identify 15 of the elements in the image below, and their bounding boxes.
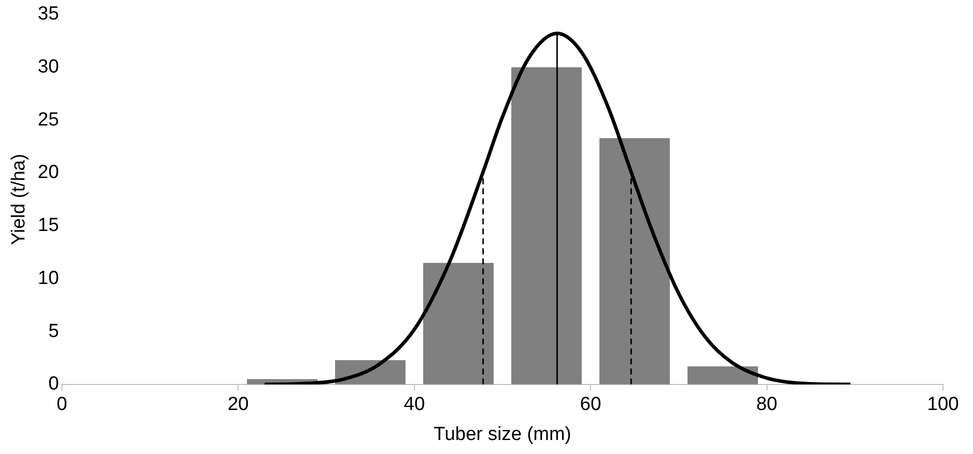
y-tick-label: 10 [38, 268, 59, 289]
x-tick-label: 80 [756, 394, 778, 416]
y-tick-label: 0 [48, 374, 59, 395]
y-tick-label: 20 [38, 162, 59, 184]
y-tick-label: 35 [38, 4, 59, 25]
x-tick-label: 100 [927, 394, 959, 416]
x-tick-label: 20 [228, 394, 249, 416]
y-tick-label: 30 [38, 56, 59, 78]
y-tick-label: 15 [38, 215, 59, 236]
y-axis-title: Yield (t/ha) [8, 154, 30, 245]
x-tick-label: 60 [580, 394, 602, 416]
y-tick-label: 5 [48, 320, 59, 342]
x-axis-title: Tuber size (mm) [434, 424, 572, 445]
y-tick-label: 25 [38, 109, 59, 130]
x-tick-label: 40 [404, 394, 425, 416]
